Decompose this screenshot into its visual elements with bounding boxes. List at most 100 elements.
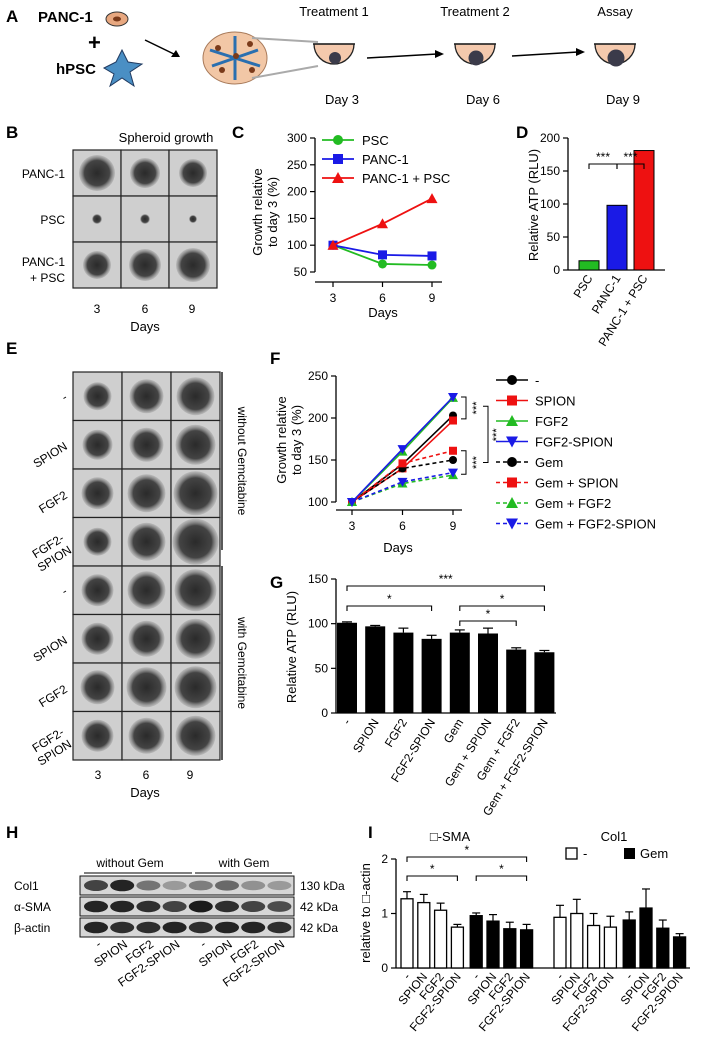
blot-band	[110, 921, 135, 934]
y-tick-label: 200	[540, 131, 560, 145]
row-label: FGF2	[36, 488, 70, 516]
blot-row-label: Col1	[14, 879, 39, 893]
blot-band	[136, 921, 161, 934]
step-day: Day 3	[325, 92, 359, 107]
row-label: SPION	[31, 439, 70, 471]
y-axis-title: Growth relativeto day 3 (%)	[274, 396, 304, 483]
bar	[553, 916, 567, 969]
y-tick-label: 150	[540, 164, 560, 178]
plus-sign: +	[88, 30, 101, 55]
blot-strip	[79, 896, 295, 917]
x-tick-label: FGF2	[382, 716, 410, 750]
data-point	[449, 456, 457, 464]
panc1-nucleus-icon	[113, 16, 121, 22]
spheroid	[174, 666, 217, 709]
legend-label: Gem	[640, 846, 668, 861]
spheroid-grid-b	[72, 149, 218, 289]
blot-band	[162, 880, 187, 891]
x-tick-label: 9	[429, 291, 436, 305]
spheroid	[176, 248, 210, 282]
spheroid	[128, 717, 165, 754]
col-label: 3	[95, 768, 102, 782]
data-point	[378, 259, 387, 269]
x-tick-label: Gem	[441, 716, 467, 745]
x-tick-label: 6	[379, 291, 386, 305]
significance-bracket	[588, 163, 618, 169]
significance-label: *	[430, 862, 435, 876]
panel-label-c: C	[232, 123, 244, 142]
x-tick-label: 3	[349, 519, 356, 533]
bar	[417, 901, 431, 969]
blot-size-label: 130 kDa	[300, 879, 345, 893]
legend-label: PANC-1 + PSC	[362, 171, 450, 186]
bar	[503, 928, 517, 969]
panel-e: E - SPION FGF2 FGF2-SPION - SPION FGF2 FGF2-SPI…	[6, 339, 249, 800]
significance-label: ***	[439, 572, 453, 586]
significance-bracket	[459, 620, 517, 626]
chart-c: 50 100 150 200 250 300 3 6 9 Days Growth relativet…	[250, 131, 450, 320]
data-point	[398, 459, 407, 468]
blot-band	[267, 880, 292, 891]
y-tick-label: 100	[540, 197, 560, 211]
spheroid	[127, 474, 166, 513]
spheroid	[140, 214, 150, 224]
data-point	[427, 260, 437, 270]
y-tick-label: 200	[308, 411, 328, 425]
blot-band	[241, 921, 266, 934]
row-label: + PSC	[30, 271, 65, 285]
legend-label: Gem + FGF2-SPION	[535, 517, 656, 532]
significance-bracket	[461, 450, 467, 475]
significance-bracket	[346, 605, 433, 611]
y-tick-label: 250	[287, 158, 307, 172]
hpsc-cell-icon	[102, 48, 144, 88]
significance-label: ***	[471, 401, 483, 415]
data-point	[327, 239, 339, 250]
significance-bracket	[475, 875, 528, 881]
blot-band	[241, 880, 266, 891]
step-title: Treatment 2	[440, 4, 510, 19]
spheroid	[129, 379, 164, 414]
significance-label: *	[464, 843, 469, 857]
y-tick-label: 100	[287, 238, 307, 252]
bar	[603, 926, 618, 969]
spheroid	[128, 620, 165, 657]
blot-band	[162, 901, 187, 912]
bar	[421, 638, 442, 713]
row-label: PANC-1	[22, 255, 65, 269]
significance-label: ***	[471, 455, 483, 469]
data-point	[506, 415, 518, 426]
spheroid	[81, 477, 114, 510]
data-point	[333, 135, 343, 145]
zoom-lines	[251, 37, 319, 79]
y-tick-label: 100	[308, 617, 328, 631]
arrow-to-mixture	[144, 39, 179, 57]
bar	[393, 632, 414, 713]
y-tick-label: 300	[287, 131, 307, 145]
bar	[469, 915, 483, 969]
series-line	[351, 459, 454, 503]
significance-label: ***	[596, 150, 610, 164]
col-label: 3	[94, 302, 101, 316]
spheroid	[175, 618, 216, 659]
x-tick-label: 9	[450, 519, 457, 533]
chart-f: 100 150 200 250 3 6 9 Days Growth relativeto day…	[274, 369, 656, 555]
bar	[365, 626, 386, 713]
y-axis-title: Relative ATP (RLU)	[284, 591, 299, 703]
legend-label: PANC-1	[362, 152, 409, 167]
data-point	[507, 457, 517, 467]
blot-band	[241, 901, 266, 912]
col-label: 6	[143, 768, 150, 782]
significance-label: *	[499, 862, 504, 876]
blot-band	[136, 900, 161, 913]
data-point	[449, 446, 457, 455]
step-title: Treatment 1	[299, 4, 369, 19]
y-axis-title: relative to □-actin	[358, 863, 373, 963]
col-label: 9	[187, 768, 194, 782]
bar	[586, 924, 601, 969]
spheroid-icon	[329, 52, 341, 64]
bar	[337, 622, 357, 713]
panc1-label: PANC-1	[38, 9, 93, 26]
